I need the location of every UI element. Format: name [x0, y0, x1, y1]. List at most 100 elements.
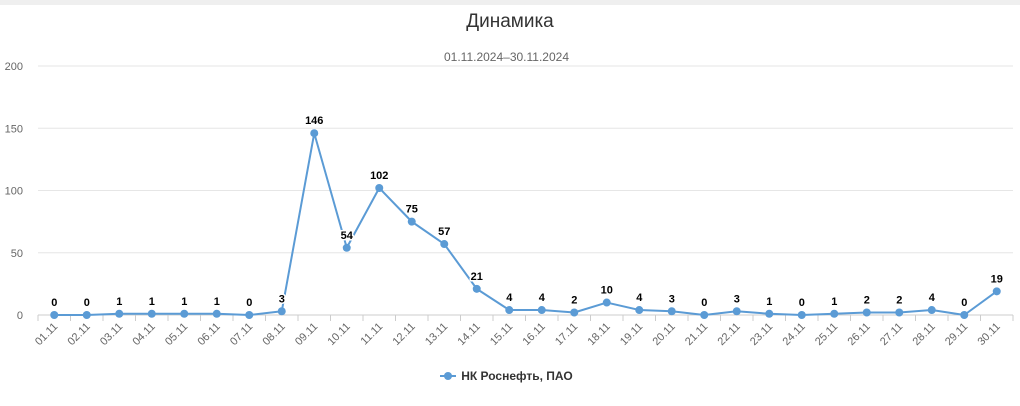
series-line [54, 132, 998, 316]
data-point[interactable] [732, 307, 741, 316]
data-label-halo: 0 [246, 297, 252, 309]
data-label: 102 [370, 170, 388, 182]
data-point[interactable] [180, 309, 189, 318]
data-label: 19 [991, 273, 1003, 285]
data-label-halo: 2 [896, 295, 902, 307]
data-point[interactable] [992, 287, 1001, 296]
data-point[interactable] [602, 298, 611, 307]
data-label-halo: 4 [539, 292, 546, 304]
data-point[interactable] [862, 308, 871, 317]
y-tick-label: 100 [5, 186, 23, 198]
legend-series-label: НК Роснефть, ПАО [461, 369, 573, 383]
x-tick-label: 23.11 [748, 321, 775, 348]
data-label-halo: 2 [864, 295, 870, 307]
x-tick-label: 09.11 [293, 321, 320, 348]
data-point[interactable] [342, 243, 351, 252]
data-point[interactable] [212, 309, 221, 318]
data-point[interactable] [667, 307, 676, 316]
data-label-halo: 0 [701, 297, 707, 309]
y-tick-label: 150 [5, 123, 23, 135]
data-label: 1 [116, 296, 122, 308]
data-point[interactable] [407, 217, 416, 226]
data-label-halo: 54 [341, 230, 354, 242]
data-point[interactable] [797, 311, 806, 319]
data-label-halo: 0 [84, 297, 90, 309]
legend-marker-icon [440, 370, 457, 382]
data-label: 1 [149, 296, 155, 308]
data-label-halo: 3 [279, 293, 285, 305]
data-label-halo: 4 [636, 292, 643, 304]
data-point[interactable] [245, 311, 254, 319]
data-label-halo: 57 [438, 226, 450, 238]
data-label: 0 [961, 297, 967, 309]
x-tick-label: 12.11 [390, 321, 417, 348]
x-tick-label: 10.11 [325, 321, 352, 348]
data-label-halo: 3 [734, 293, 740, 305]
data-label: 0 [701, 297, 707, 309]
data-label-halo: 0 [51, 297, 57, 309]
data-label-halo: 3 [669, 293, 675, 305]
data-label: 4 [539, 292, 546, 304]
data-label-halo: 1 [214, 296, 220, 308]
x-tick-label: 06.11 [195, 321, 222, 348]
x-tick-label: 01.11 [33, 321, 60, 348]
data-point[interactable] [700, 311, 709, 319]
data-label-halo: 19 [991, 273, 1003, 285]
data-point[interactable] [310, 129, 319, 138]
x-tick-label: 04.11 [130, 321, 157, 348]
y-tick-label: 200 [5, 61, 23, 73]
top-bar [0, 0, 1020, 5]
x-tick-label: 27.11 [878, 321, 905, 348]
data-label: 75 [406, 204, 418, 216]
data-point[interactable] [50, 311, 59, 319]
data-point[interactable] [115, 309, 124, 318]
data-label: 146 [305, 115, 323, 127]
x-tick-label: 22.11 [715, 321, 742, 348]
x-tick-label: 24.11 [780, 321, 807, 348]
data-point[interactable] [765, 309, 774, 318]
data-label: 2 [864, 295, 870, 307]
data-label: 1 [831, 296, 837, 308]
data-point[interactable] [440, 240, 449, 249]
data-point[interactable] [375, 184, 384, 193]
x-tick-label: 17.11 [553, 321, 580, 348]
chart-legend[interactable]: НК Роснефть, ПАО [0, 369, 1013, 383]
data-point[interactable] [147, 309, 156, 318]
data-point[interactable] [635, 306, 644, 315]
y-tick-label: 0 [17, 310, 23, 322]
data-label: 3 [734, 293, 740, 305]
data-point[interactable] [537, 306, 546, 315]
x-tick-label: 19.11 [618, 321, 645, 348]
data-point[interactable] [570, 308, 579, 317]
x-tick-label: 15.11 [488, 321, 515, 348]
data-label: 0 [246, 297, 252, 309]
data-label-halo: 1 [766, 296, 772, 308]
data-label: 0 [51, 297, 57, 309]
data-label: 2 [571, 295, 577, 307]
data-label: 10 [601, 285, 613, 297]
data-point[interactable] [927, 306, 936, 315]
data-point[interactable] [505, 306, 514, 315]
data-label-halo: 146 [305, 115, 323, 127]
x-tick-label: 05.11 [163, 321, 190, 348]
data-point[interactable] [277, 307, 286, 316]
data-label-halo: 1 [149, 296, 155, 308]
x-tick-label: 26.11 [845, 321, 872, 348]
x-tick-label: 30.11 [975, 321, 1002, 348]
chart-title: Динамика [466, 11, 554, 32]
data-label: 0 [799, 297, 805, 309]
data-label-halo: 4 [929, 292, 936, 304]
data-point[interactable] [82, 311, 91, 319]
data-label: 4 [929, 292, 936, 304]
data-label-halo: 4 [506, 292, 513, 304]
data-point[interactable] [960, 311, 969, 319]
x-tick-label: 11.11 [359, 321, 386, 348]
data-label-halo: 0 [799, 297, 805, 309]
data-point[interactable] [895, 308, 904, 317]
data-point[interactable] [472, 284, 481, 293]
data-point[interactable] [830, 309, 839, 318]
data-label-halo: 1 [181, 296, 187, 308]
x-tick-label: 18.11 [585, 321, 612, 348]
data-label-halo: 21 [471, 271, 483, 283]
